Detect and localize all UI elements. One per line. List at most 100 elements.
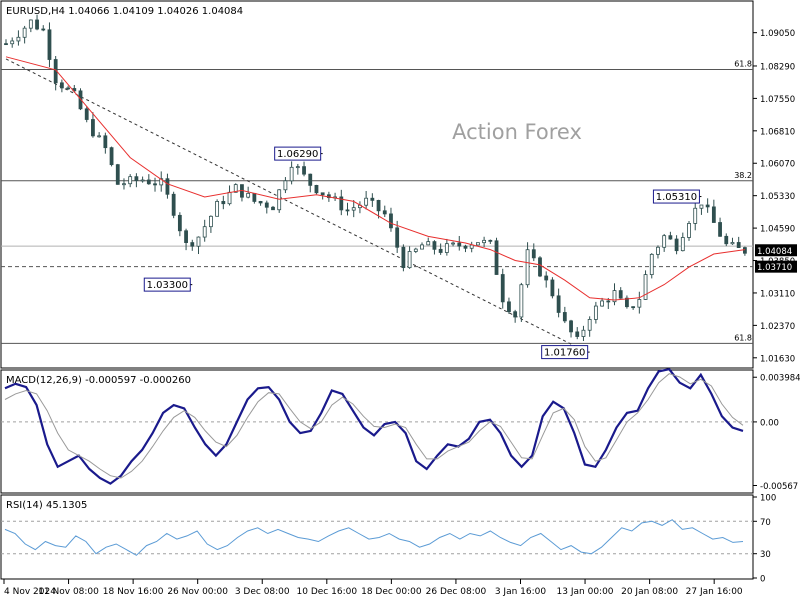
candle (625, 295, 629, 309)
price-box-label: 1.04084 (757, 247, 792, 257)
candle (482, 236, 487, 248)
x-tick-label: 18 Nov 16:00 (103, 587, 164, 597)
candle (556, 288, 561, 318)
candle (475, 242, 480, 246)
macd-title: MACD(12,26,9) -0.000597 -0.000260 (6, 375, 191, 386)
candle-body (407, 251, 412, 269)
x-tick-label: 4 Nov 2024 (4, 587, 56, 597)
candle (463, 244, 468, 253)
candle (103, 132, 108, 154)
candle (525, 242, 530, 288)
candle-body (556, 295, 561, 313)
macd-layer (1, 367, 753, 485)
candle (184, 228, 188, 251)
candle-body (128, 176, 133, 185)
candle (395, 220, 400, 253)
candle (507, 297, 511, 314)
price-tick-label: 1.06070 (760, 160, 795, 170)
candle-body (606, 300, 611, 303)
candle-body (531, 249, 536, 259)
candle (736, 236, 741, 248)
candle-body (569, 320, 573, 333)
candle (66, 85, 70, 90)
candle-body (326, 194, 331, 199)
candle (612, 283, 617, 306)
rsi-layer (1, 519, 753, 556)
candle (271, 205, 275, 211)
annotation-label: 1.03300 (147, 280, 188, 291)
x-tick-label: 26 Dec 08:00 (426, 587, 487, 597)
candle-body (513, 311, 518, 318)
candle-body (122, 183, 126, 186)
candle-body (159, 178, 164, 186)
candle-body (227, 191, 232, 205)
candle-body (507, 301, 511, 313)
candle-body (370, 197, 375, 201)
candle-body (736, 242, 741, 248)
candle-body (16, 36, 21, 42)
candle (413, 247, 418, 254)
candle-body (519, 284, 524, 318)
annotation-label: 1.01760 (544, 348, 585, 359)
candle-body (364, 197, 369, 206)
candle (401, 244, 406, 272)
candle-body (668, 235, 673, 240)
candle (84, 106, 89, 123)
rsi-title: RSI(14) 45.1305 (6, 500, 87, 511)
candle (593, 301, 598, 324)
candle-body (196, 236, 201, 247)
candle (202, 219, 207, 242)
price-layer: 61.8 38.2 61.8 1.06290 1.03300 1.05310 1.01760 (1, 14, 753, 360)
candle-body (66, 87, 70, 90)
candle-body (314, 184, 319, 194)
candle-body (699, 204, 704, 209)
candle-body (84, 108, 89, 120)
candle-body (258, 201, 263, 204)
candle (544, 271, 549, 288)
x-tick-label: 3 Jan 16:00 (495, 587, 547, 597)
candle-body (432, 241, 437, 250)
candle (41, 25, 46, 32)
candle-body (264, 202, 269, 208)
candle-body (382, 210, 387, 215)
chart-title: EURUSD,H4 1.04066 1.04109 1.04026 1.0408… (6, 6, 243, 17)
candle (693, 200, 698, 231)
price-annotation: 1.03300 (143, 277, 193, 292)
candle-body (171, 193, 176, 216)
x-tick-label: 10 Dec 16:00 (297, 587, 358, 597)
candle-body (469, 244, 474, 249)
rsi-tick-label: 0 (760, 575, 765, 585)
candle-body (35, 19, 39, 30)
candle-body (674, 238, 679, 252)
x-tick-label: 26 Nov 00:00 (167, 587, 228, 597)
candle (215, 199, 220, 217)
candle-body (389, 213, 393, 229)
price-tick-label: 1.04590 (760, 225, 795, 235)
price-tick-label: 1.05330 (760, 192, 795, 202)
candle-body (494, 240, 499, 275)
candle-body (184, 230, 188, 243)
annotation-box (143, 277, 191, 292)
level-label: 61.8 (734, 333, 752, 342)
candle (209, 215, 213, 233)
candle-body (500, 274, 505, 303)
candle (575, 327, 580, 340)
candle (115, 163, 120, 185)
candle (668, 231, 673, 240)
candle (246, 186, 251, 199)
candle-body (718, 222, 722, 237)
candle-body (618, 290, 623, 299)
candle (122, 178, 126, 190)
candle-body (730, 242, 735, 245)
candle-body (662, 235, 667, 248)
candle (264, 200, 269, 214)
candle-body (146, 179, 151, 185)
candle (277, 189, 282, 213)
candle (500, 268, 505, 309)
candle-body (475, 242, 480, 246)
candle-body (656, 246, 660, 255)
candle-body (97, 135, 102, 138)
price-tick-label: 1.09050 (760, 29, 795, 39)
candle (438, 243, 443, 255)
